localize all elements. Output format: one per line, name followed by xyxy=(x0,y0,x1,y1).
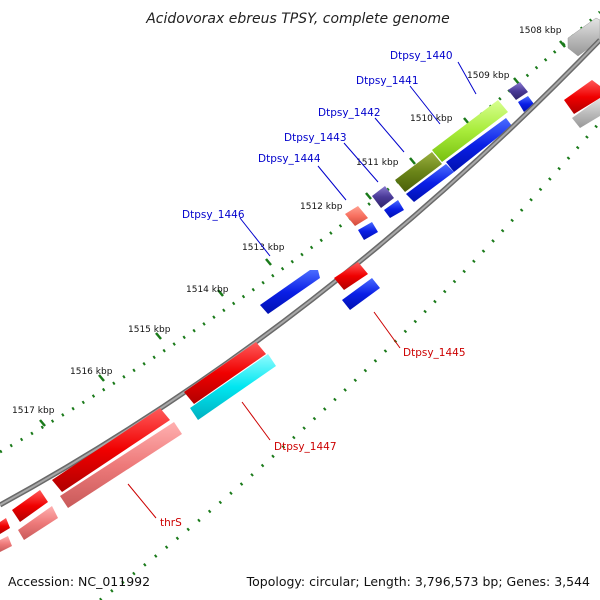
kbp-label: 1508 kbp xyxy=(519,26,562,36)
gene-forward-gray xyxy=(567,17,600,57)
kbp-label: 1517 kbp xyxy=(12,406,55,416)
gene-dtpsy-1446 xyxy=(260,270,320,314)
gene-dtpsy-1445-blue xyxy=(342,278,380,310)
gene-thrs xyxy=(52,408,170,492)
gene-labels: Dtpsy_1440 Dtpsy_1441 Dtpsy_1442 Dtpsy_1… xyxy=(160,50,466,529)
gene-reverse-gray xyxy=(572,98,600,128)
gene-dtpsy-1442-olive xyxy=(395,152,442,192)
map-title: Acidovorax ebreus TPSY, complete genome xyxy=(145,11,450,27)
gene-label: thrS xyxy=(160,517,182,529)
gene-blue xyxy=(406,164,454,202)
gene-dtpsy-1440 xyxy=(508,82,528,100)
gene-reverse-red xyxy=(12,490,48,522)
gene-dtpsy-1447-cyan xyxy=(190,354,276,420)
kbp-label: 1516 kbp xyxy=(70,367,113,377)
gene-label: Dtpsy_1440 xyxy=(390,50,453,62)
forward-genes xyxy=(260,17,600,314)
kbp-label: 1510 kbp xyxy=(410,114,453,124)
label-leader-lines xyxy=(127,61,477,519)
gene-reverse-pink xyxy=(18,506,58,540)
outer-tick-track xyxy=(0,10,600,454)
kbp-label: 1512 kbp xyxy=(300,202,343,212)
gene-dtpsy-1444 xyxy=(345,206,368,226)
gene-thrs-pink xyxy=(60,422,182,508)
accession-text: Accession: NC_011992 xyxy=(8,574,150,589)
gene-label: Dtpsy_1441 xyxy=(356,75,419,87)
inner-tick-track xyxy=(99,121,600,600)
gene-blue xyxy=(384,200,404,218)
gene-blue xyxy=(518,96,534,112)
gene-dtpsy-1445 xyxy=(334,262,368,290)
gene-label: Dtpsy_1444 xyxy=(258,153,321,165)
gene-dtpsy-1447 xyxy=(184,342,266,404)
gene-label: Dtpsy_1442 xyxy=(318,107,381,119)
kbp-label: 1514 kbp xyxy=(186,285,229,295)
gene-reverse-red xyxy=(564,80,600,114)
kbp-label: 1515 kbp xyxy=(128,325,171,335)
kbp-label: 1511 kbp xyxy=(356,158,399,168)
gene-label: Dtpsy_1446 xyxy=(182,209,245,221)
gene-dtpsy-1443 xyxy=(372,186,394,208)
genome-backbone xyxy=(0,38,600,508)
gene-label: Dtpsy_1447 xyxy=(274,441,337,453)
gene-label: Dtpsy_1443 xyxy=(284,132,347,144)
topology-text: Topology: circular; Length: 3,796,573 bp… xyxy=(246,574,590,589)
kbp-label: 1509 kbp xyxy=(467,71,510,81)
reverse-genes xyxy=(0,80,600,552)
gene-label: Dtpsy_1445 xyxy=(403,347,466,359)
gene-reverse-pink xyxy=(0,536,12,552)
gene-reverse-red xyxy=(0,518,10,534)
kbp-labels: 1508 kbp 1509 kbp 1510 kbp 1511 kbp 1512… xyxy=(12,26,562,416)
kbp-major-ticks xyxy=(39,40,566,427)
gene-dtpsy-1441-lime xyxy=(432,100,508,162)
gene-blue xyxy=(358,222,378,240)
forward-genes-lane2 xyxy=(358,96,534,240)
gene-blue xyxy=(446,118,512,172)
